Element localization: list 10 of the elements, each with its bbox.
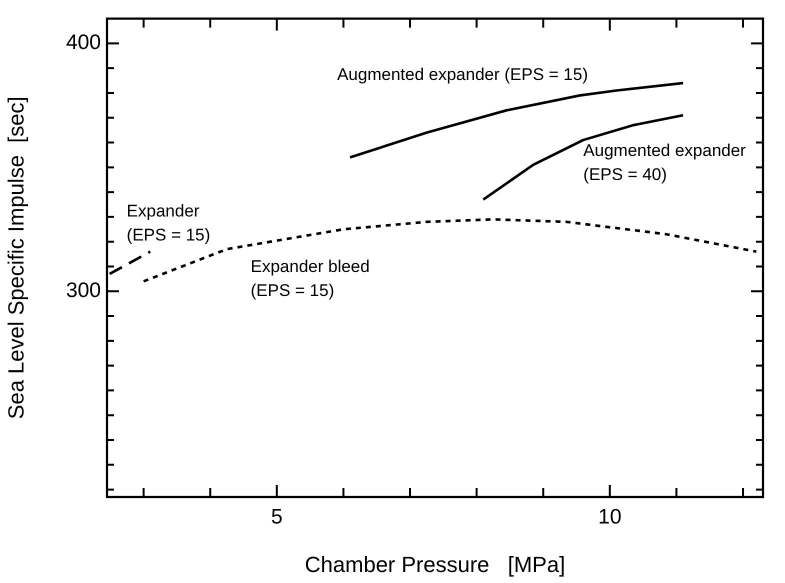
annotation: Augmented expander (EPS = 15) [337, 65, 588, 84]
annotation: Augmented expander (EPS = 40) [583, 141, 746, 184]
x-axis-title: Chamber Pressure [MPa] [304, 552, 566, 577]
y-axis-title: Sea Level Specific Impulse [sec] [3, 96, 28, 420]
x-tick-label: 10 [598, 505, 622, 528]
annotation: Expander bleed (EPS = 15) [250, 257, 370, 300]
x-tick-label: 5 [270, 505, 283, 528]
annotation: Expander (EPS = 15) [126, 202, 210, 245]
y-tick-label: 400 [66, 31, 101, 54]
y-tick-label: 300 [66, 279, 101, 302]
